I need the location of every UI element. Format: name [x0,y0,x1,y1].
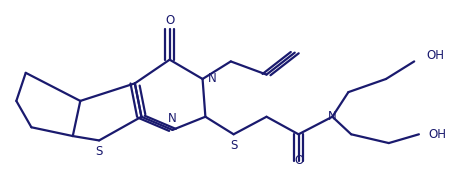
Text: O: O [165,14,174,27]
Text: S: S [95,145,103,158]
Text: S: S [230,139,238,152]
Text: N: N [207,72,216,85]
Text: OH: OH [426,49,444,62]
Text: N: N [168,112,177,125]
Text: O: O [294,154,303,167]
Text: N: N [328,110,337,123]
Text: OH: OH [428,128,446,141]
